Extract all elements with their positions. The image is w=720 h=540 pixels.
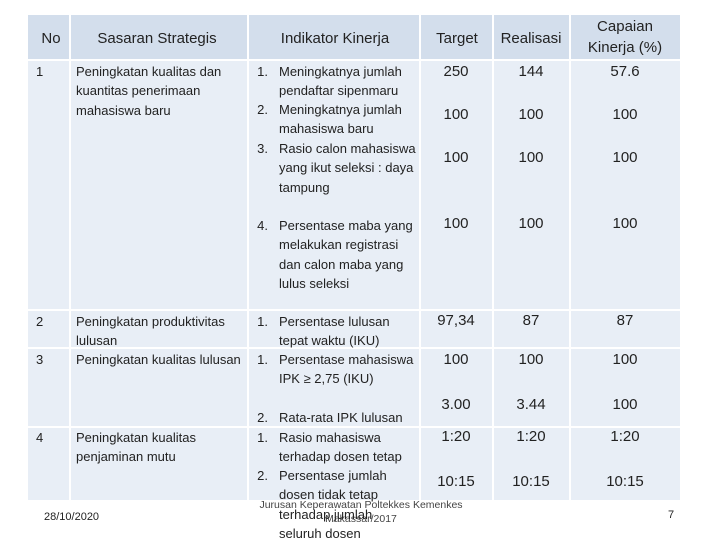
achievement-value: 1:20 <box>610 428 640 445</box>
realization-value: 10:15 <box>512 473 550 490</box>
achievement-value: 57.6 <box>610 63 640 80</box>
indicator-number: 2. <box>257 102 268 117</box>
footer-institution: Jurusan Keperawatan Poltekkes Kemenkes M… <box>259 499 463 525</box>
indicator-text: Meningkatnya jumlah mahasiswa baru <box>279 102 402 137</box>
indicator-text: Rata-rata IPK lulusan <box>279 410 403 425</box>
achievement-value: 100 <box>612 351 638 368</box>
indicator-number: 1. <box>257 64 268 79</box>
target-value: 100 <box>443 149 469 166</box>
indicator-number: 1. <box>257 314 268 329</box>
col-divider <box>69 15 71 500</box>
target-value: 3.00 <box>441 396 471 413</box>
achievement-value: 10:15 <box>606 473 644 490</box>
header-cell: Realisasi <box>500 30 562 47</box>
realization-value: 100 <box>518 106 544 123</box>
indicator-text: Persentase lulusan tepat waktu (IKU) <box>279 314 390 349</box>
achievement-value: 100 <box>612 396 638 413</box>
header-cell: Capaian Kinerja (%) <box>587 18 663 56</box>
target-value: 250 <box>443 63 469 80</box>
realization-value: 3.44 <box>516 396 546 413</box>
target-value: 10:15 <box>437 473 475 490</box>
row-number: 1 <box>36 64 44 79</box>
goal: Peningkatan kualitas lulusan <box>76 352 241 367</box>
header-cell: No <box>41 30 61 47</box>
indicator-number: 1. <box>257 430 268 445</box>
indicator-text: Rasio mahasiswa terhadap dosen tetap <box>279 430 402 465</box>
row-number: 4 <box>36 430 44 445</box>
col-divider <box>247 15 249 500</box>
realization-value: 144 <box>518 63 544 80</box>
col-divider <box>492 15 494 500</box>
goal: Peningkatan produktivitas lulusan <box>76 314 225 349</box>
realization-value: 87 <box>522 312 540 329</box>
indicator-text: Meningkatnya jumlah pendaftar sipenmaru <box>279 64 402 99</box>
achievement-value: 100 <box>612 106 638 123</box>
realization-value: 1:20 <box>516 428 546 445</box>
indicator-text: Persentase mahasiswa IPK ≥ 2,75 (IKU) <box>279 352 414 387</box>
row-number: 2 <box>36 314 44 329</box>
indicator-text: Rasio calon mahasiswa yang ikut seleksi … <box>279 141 416 195</box>
indicator-text: Persentase maba yang melakukan registras… <box>279 218 413 291</box>
indicator-number: 2. <box>257 468 268 483</box>
col-divider <box>419 15 421 500</box>
achievement-value: 100 <box>612 215 638 232</box>
target-value: 100 <box>443 106 469 123</box>
target-value: 1:20 <box>441 428 471 445</box>
realization-value: 100 <box>518 149 544 166</box>
goal: Peningkatan kualitas penjaminan mutu <box>76 430 196 465</box>
header-bg <box>28 15 680 60</box>
row-divider <box>28 426 680 428</box>
target-value: 100 <box>443 351 469 368</box>
footer-date: 28/10/2020 <box>44 511 100 523</box>
header-cell: Sasaran Strategis <box>97 30 217 47</box>
target-value: 97,34 <box>437 312 475 329</box>
header-cell: Indikator Kinerja <box>280 30 390 47</box>
header-cell: Target <box>436 30 478 47</box>
indicator-number: 2. <box>257 410 268 425</box>
indicator-number: 1. <box>257 352 268 367</box>
indicator-number: 4. <box>257 218 268 233</box>
realization-value: 100 <box>518 215 544 232</box>
indicator-number: 3. <box>257 141 268 156</box>
col-divider <box>569 15 571 500</box>
achievement-value: 87 <box>616 312 634 329</box>
target-value: 100 <box>443 215 469 232</box>
indicator-text: Persentase jumlah dosen tidak tetap terh… <box>279 468 387 540</box>
realization-value: 100 <box>518 351 544 368</box>
goal: Peningkatan kualitas dan kuantitas pener… <box>76 64 222 118</box>
page-number: 7 <box>668 509 675 521</box>
row-divider <box>28 309 680 311</box>
row-divider <box>28 347 680 349</box>
row-number: 3 <box>36 352 44 367</box>
row-divider <box>28 59 680 61</box>
achievement-value: 100 <box>612 149 638 166</box>
